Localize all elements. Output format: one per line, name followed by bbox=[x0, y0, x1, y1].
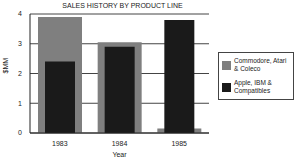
html-text:Commodore, Atari & Coleco: Commodore, Atari & Coleco bbox=[234, 57, 287, 72]
svg-text:2: 2 bbox=[18, 70, 22, 77]
svg-text:1985: 1985 bbox=[171, 140, 187, 147]
svg-text:0: 0 bbox=[18, 129, 22, 136]
svg-text:Year: Year bbox=[112, 151, 127, 158]
html-text:SALES HISTORY BY PRODUCT LINE: SALES HISTORY BY PRODUCT LINE bbox=[62, 2, 183, 9]
svg-text:4: 4 bbox=[18, 10, 22, 17]
svg-text:$MM: $MM bbox=[8, 58, 9, 74]
svg-text:1983: 1983 bbox=[52, 140, 68, 147]
svg-text:1984: 1984 bbox=[112, 140, 128, 147]
svg-text:3: 3 bbox=[18, 40, 22, 47]
svg-text:1: 1 bbox=[18, 100, 22, 107]
html-text:Apple, IBM & Compatibles: Apple, IBM & Compatibles bbox=[234, 79, 272, 94]
